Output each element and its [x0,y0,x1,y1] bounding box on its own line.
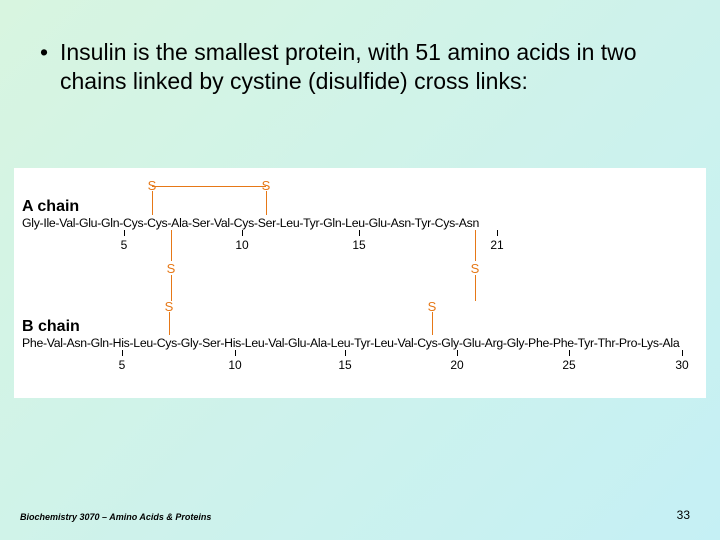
page-number: 33 [677,508,690,522]
insulin-diagram: A chainGly-Ile-Val-Glu-Gln-Cys-Cys-Ala-S… [14,168,706,398]
bond-line-v [169,312,170,335]
sulfur-label: S [167,261,176,276]
sulfur-label: S [471,261,480,276]
footer-text: Biochemistry 3070 – Amino Acids & Protei… [20,512,211,522]
bullet-content: Insulin is the smallest protein, with 51… [60,39,637,94]
bond-line-v [475,275,476,301]
a-chain-sequence: Gly-Ile-Val-Glu-Gln-Cys-Cys-Ala-Ser-Val-… [22,216,479,230]
b-tick-line [235,350,236,356]
bond-line-v [475,230,476,261]
bond-line-v [266,191,267,215]
a-chain-label: A chain [22,198,79,216]
b-tick-num: 10 [228,358,241,372]
a-tick-num: 10 [235,238,248,252]
bond-line-v [171,230,172,261]
a-tick-line [124,230,125,236]
bond-line-h [152,186,266,187]
a-tick-line [359,230,360,236]
a-tick-num: 15 [352,238,365,252]
a-tick-line [242,230,243,236]
bond-line-v [171,275,172,301]
b-tick-line [457,350,458,356]
b-tick-num: 20 [450,358,463,372]
b-tick-num: 5 [119,358,126,372]
bullet-paragraph: • Insulin is the smallest protein, with … [60,38,670,96]
bullet-icon: • [40,38,48,67]
b-tick-num: 30 [675,358,688,372]
b-chain-label: B chain [22,318,80,336]
b-tick-line [345,350,346,356]
b-tick-num: 25 [562,358,575,372]
b-tick-num: 15 [338,358,351,372]
a-tick-line [497,230,498,236]
b-chain-sequence: Phe-Val-Asn-Gln-His-Leu-Cys-Gly-Ser-His-… [22,336,679,350]
a-tick-num: 21 [490,238,503,252]
a-tick-num: 5 [121,238,128,252]
bond-line-v [432,312,433,335]
b-tick-line [122,350,123,356]
b-tick-line [569,350,570,356]
b-tick-line [682,350,683,356]
bond-line-v [152,191,153,215]
